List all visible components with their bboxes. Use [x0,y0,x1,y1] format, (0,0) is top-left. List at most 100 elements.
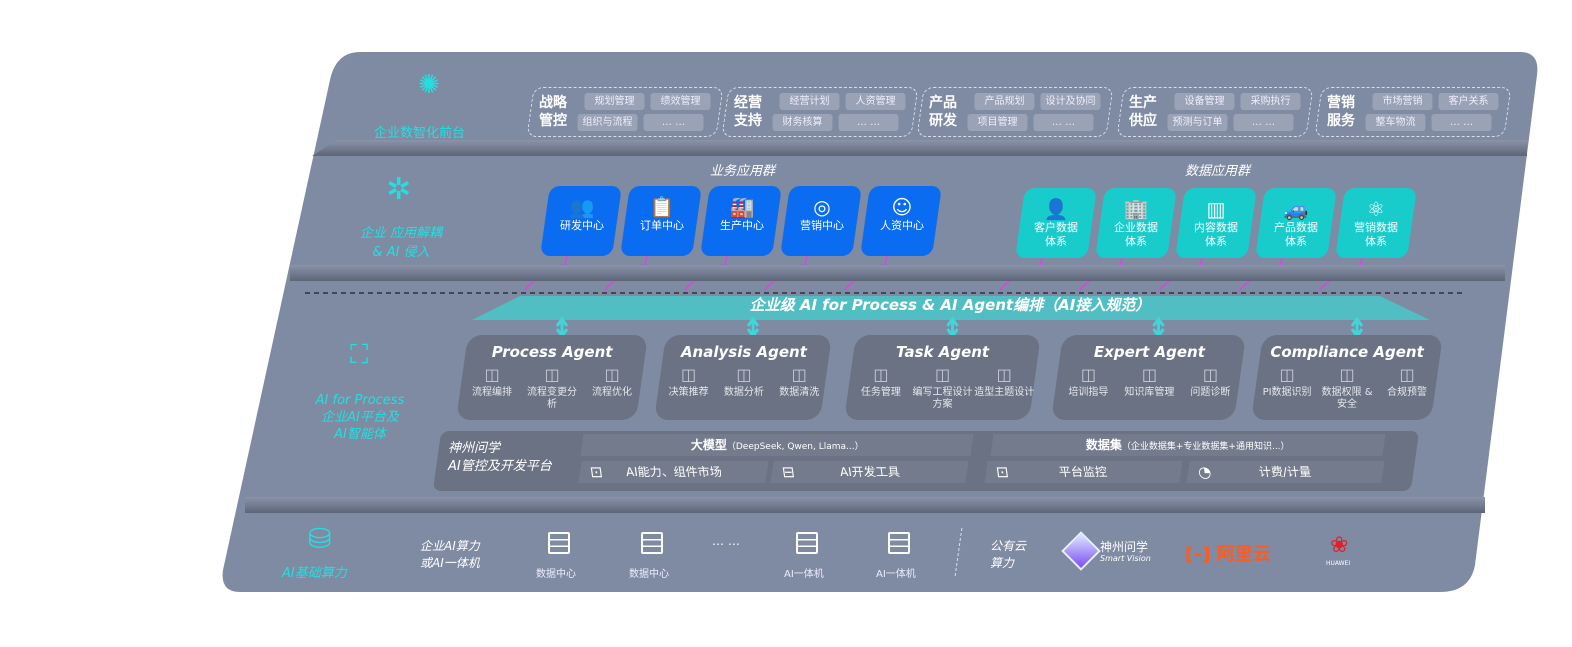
smart-vision-cn: 神州问学 [1100,540,1149,554]
front-group-title: 产品研发 [929,95,957,129]
capability-label: 合规预警 [1387,387,1428,398]
business-apps-title: 业务应用群 [710,164,776,179]
front-group-title: 经营支持 [734,95,762,129]
target-icon: ◎ [813,195,831,219]
server-icon [796,532,818,554]
agent-title: Process Agent [491,343,613,361]
capability-label: 任务管理 [860,387,901,398]
alert-icon: ◫ [1399,365,1415,384]
agent-card[interactable]: Process Agent ◫ 流程编排 ◫ 流程变更分析 ◫ 流程优化 [456,335,648,420]
head-icon: ◫ [681,365,697,384]
agent-title: Task Agent [896,343,990,361]
server-icon [641,532,663,554]
agent-capability: ◫ 流程编排 [462,365,521,411]
app-card-user[interactable]: 👤 客户数据体系 [1015,188,1097,258]
platform-tool[interactable]: ◔ 计费/计量 [1186,461,1385,483]
layer-label-ai-2: 企业AI平台及 [321,410,399,425]
checklist-icon: ◫ [996,365,1012,384]
capability-label: 数据权限 & 安全 [1321,387,1373,410]
atom-icon: ⚛ [1367,197,1385,221]
car-icon: 🚙 [1283,197,1309,221]
app-card-person[interactable]: ☺ 人资中心 [860,186,942,256]
front-group-title: 生产供应 [1129,95,1157,129]
agent-card[interactable]: Analysis Agent ◫ 决策推荐 ◫ 数据分析 ◫ 数据清洗 [654,335,832,420]
agent-capabilities: ◫ 任务管理 ◫ 编写工程设计方案 ◫ 造型主题设计 [850,365,1035,411]
atom-icon: ◫ [736,365,752,384]
market-icon: ⊡ [588,463,604,481]
public-cloud-2: 算力 [990,556,1015,570]
gauge-icon: ◔ [1196,463,1213,481]
agent-card[interactable]: Expert Agent ◫ 培训指导 ◫ 知识库管理 ◫ 问题诊断 [1051,335,1246,420]
app-card-users[interactable]: 👥 研发中心 [540,186,622,256]
card-content: 📋 订单中心 [626,195,698,233]
agent-capability: ◫ 流程变更分析 [522,365,581,411]
agent-capability: ◫ 造型主题设计 [974,365,1035,411]
app-card-building[interactable]: 🏢 企业数据体系 [1095,188,1177,258]
server-label: AI一体机 [876,569,916,580]
agent-capability: ◫ 问题诊断 [1180,365,1240,399]
diagnose-icon: ◫ [1202,365,1218,384]
agent-capability: ◫ 合规预警 [1377,365,1436,411]
tool-label: 平台监控 [1058,465,1109,479]
app-card-car[interactable]: 🚙 产品数据体系 [1255,188,1337,258]
front-group: 营销服务 市场营销 客户关系 整车物流 … … [1314,87,1512,137]
card-label: 订单中心 [639,219,684,232]
monitor-icon: ⊡ [994,463,1010,481]
front-group-item: 采购执行 [1240,93,1301,110]
app-card-books[interactable]: ▥ 内容数据体系 [1175,188,1257,258]
platform-name-1: 神州问学 [448,441,501,456]
app-card-factory[interactable]: 🏭 生产中心 [700,186,782,256]
layer-divider [245,497,1485,513]
server-label: AI一体机 [784,569,824,580]
clipboard-icon: 📋 [649,195,675,219]
list-icon: ◫ [544,365,560,384]
capability-label: 问题诊断 [1190,387,1231,398]
app-card-target[interactable]: ◎ 营销中心 [780,186,862,256]
agent-capability: ◫ 数据分析 [717,365,772,399]
capability-label: 数据分析 [723,387,764,398]
platform-tool[interactable]: ⊡ AI能力、组件市场 [578,461,769,483]
pen-icon: ◫ [1080,365,1096,384]
front-group-item: 人资管理 [845,93,906,110]
card-content: 🏭 生产中心 [706,195,778,233]
front-group-item: … … [1033,114,1094,131]
front-group-item: 项目管理 [967,114,1028,131]
agent-content: Compliance Agent ◫ PI数据识别 ◫ 数据权限 & 安全 ◫ 合规预警 [1257,343,1437,411]
agent-content: Process Agent ◫ 流程编排 ◫ 流程变更分析 ◫ 流程优化 [462,343,642,411]
tool-label: 计费/计量 [1258,465,1313,479]
card-content: 👥 研发中心 [546,195,618,233]
dataset-bar: 数据集（企业数据集+专业数据集+通用知识...） [990,434,1386,456]
agent-card[interactable]: Task Agent ◫ 任务管理 ◫ 编写工程设计方案 ◫ 造型主题设计 [844,335,1041,420]
platform-tool[interactable]: ⊟ AI开发工具 [770,461,969,483]
front-group-item: 市场营销 [1372,93,1433,110]
card-label: 研发中心 [559,219,604,232]
front-group-item: 整车物流 [1365,114,1426,131]
agent-content: Analysis Agent ◫ 决策推荐 ◫ 数据分析 ◫ 数据清洗 [661,343,827,399]
app-card-atom[interactable]: ⚛ 营销数据体系 [1335,188,1417,258]
front-group-title: 营销服务 [1327,95,1355,129]
agent-card[interactable]: Compliance Agent ◫ PI数据识别 ◫ 数据权限 & 安全 ◫ 合规预警 [1251,335,1443,420]
platform-tool[interactable]: ⊡ 平台监控 [984,461,1183,483]
data-apps-title: 数据应用群 [1185,164,1251,179]
brain-icon: ✺ [418,70,440,100]
card-label: 内容数据体系 [1194,221,1238,248]
card-content: 🚙 产品数据体系 [1260,197,1332,249]
card-content: ◎ 营销中心 [786,195,858,233]
front-group-item: … … [838,114,899,131]
front-group-item: 绩效管理 [650,93,711,110]
front-group-item: 预测与订单 [1167,114,1228,131]
layers-icon: ◫ [1141,365,1157,384]
agent-capabilities: ◫ PI数据识别 ◫ 数据权限 & 安全 ◫ 合规预警 [1257,365,1437,411]
front-group-item: 财务核算 [772,114,833,131]
tool-label: AI能力、组件市场 [624,465,723,479]
layer-divider [290,265,1505,281]
agent-title: Expert Agent [1093,343,1205,361]
private-compute-1: 企业AI算力 [420,539,480,553]
app-card-clipboard[interactable]: 📋 订单中心 [620,186,702,256]
front-group: 战略管控 规划管理 绩效管理 组织与流程 … … [526,87,724,137]
cloud-icon: ◫ [934,365,951,384]
agent-capabilities: ◫ 决策推荐 ◫ 数据分析 ◫ 数据清洗 [661,365,827,399]
huawei-text: HUAWEI [1326,560,1351,567]
agent-content: Task Agent ◫ 任务管理 ◫ 编写工程设计方案 ◫ 造型主题设计 [850,343,1035,411]
